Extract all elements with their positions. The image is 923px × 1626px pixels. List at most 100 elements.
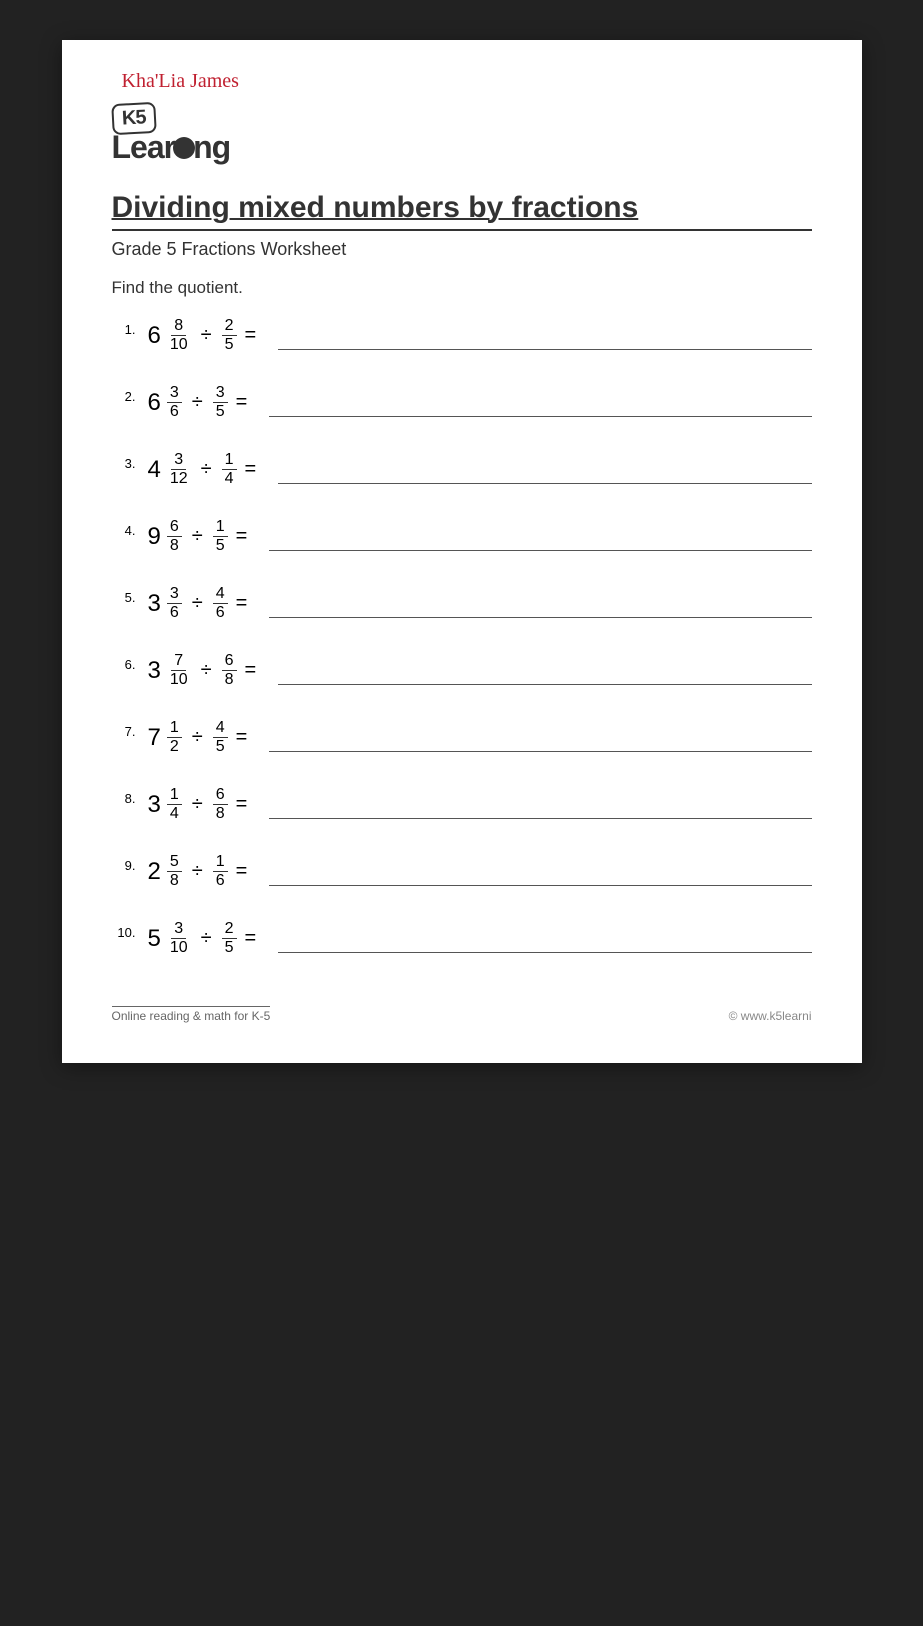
problem-number: 1. xyxy=(112,318,136,337)
answer-blank[interactable] xyxy=(278,322,811,350)
denominator: 4 xyxy=(167,805,182,822)
problem-expression: 6 8 10 ÷ 2 5 = xyxy=(148,318,263,353)
subtitle: Grade 5 Fractions Worksheet xyxy=(112,239,812,260)
instruction: Find the quotient. xyxy=(112,278,812,298)
answer-blank[interactable] xyxy=(278,925,811,953)
answer-blank[interactable] xyxy=(269,389,811,417)
denominator: 5 xyxy=(222,939,237,956)
mixed-whole: 3 xyxy=(148,590,161,618)
divide-operator: ÷ xyxy=(192,391,203,414)
numerator: 1 xyxy=(167,787,182,805)
equals-sign: = xyxy=(245,458,257,481)
student-name: Kha'Lia James xyxy=(122,70,812,93)
divide-operator: ÷ xyxy=(192,726,203,749)
problem-expression: 3 7 10 ÷ 6 8 = xyxy=(148,653,263,688)
mixed-fraction: 1 2 xyxy=(167,720,182,755)
problem-row: 6. 3 7 10 ÷ 6 8 = xyxy=(112,653,812,688)
equals-sign: = xyxy=(236,391,248,414)
problem-row: 7. 7 1 2 ÷ 4 5 = xyxy=(112,720,812,755)
mixed-whole: 7 xyxy=(148,724,161,752)
problem-row: 4. 9 6 8 ÷ 1 5 = xyxy=(112,519,812,554)
mixed-fraction: 7 10 xyxy=(167,653,191,688)
answer-blank[interactable] xyxy=(269,523,811,551)
problem-number: 9. xyxy=(112,854,136,873)
footer-left: Online reading & math for K-5 xyxy=(112,1006,271,1023)
problem-expression: 3 3 6 ÷ 4 6 = xyxy=(148,586,254,621)
problem-number: 8. xyxy=(112,787,136,806)
denominator: 8 xyxy=(213,805,228,822)
divisor-fraction: 3 5 xyxy=(213,385,228,420)
problem-row: 8. 3 1 4 ÷ 6 8 = xyxy=(112,787,812,822)
denominator: 5 xyxy=(213,537,228,554)
numerator: 3 xyxy=(167,586,182,604)
denominator: 4 xyxy=(222,470,237,487)
mixed-fraction: 3 6 xyxy=(167,586,182,621)
divisor-fraction: 6 8 xyxy=(222,653,237,688)
denominator: 6 xyxy=(213,872,228,889)
denominator: 5 xyxy=(213,403,228,420)
answer-blank[interactable] xyxy=(269,724,811,752)
numerator: 1 xyxy=(222,452,237,470)
problem-expression: 2 5 8 ÷ 1 6 = xyxy=(148,854,254,889)
numerator: 4 xyxy=(213,586,228,604)
numerator: 3 xyxy=(171,452,186,470)
divisor-fraction: 1 4 xyxy=(222,452,237,487)
mixed-fraction: 8 10 xyxy=(167,318,191,353)
numerator: 1 xyxy=(213,519,228,537)
problem-number: 10. xyxy=(112,921,136,940)
equals-sign: = xyxy=(236,592,248,615)
denominator: 12 xyxy=(167,470,191,487)
divide-operator: ÷ xyxy=(201,324,212,347)
denominator: 8 xyxy=(167,537,182,554)
problem-expression: 6 3 6 ÷ 3 5 = xyxy=(148,385,254,420)
problem-expression: 9 6 8 ÷ 1 5 = xyxy=(148,519,254,554)
numerator: 1 xyxy=(213,854,228,872)
problem-number: 6. xyxy=(112,653,136,672)
numerator: 1 xyxy=(167,720,182,738)
answer-blank[interactable] xyxy=(269,791,811,819)
mixed-whole: 9 xyxy=(148,523,161,551)
problem-number: 3. xyxy=(112,452,136,471)
mixed-whole: 4 xyxy=(148,456,161,484)
mixed-whole: 5 xyxy=(148,925,161,953)
footer: Online reading & math for K-5 © www.k5le… xyxy=(112,1006,812,1023)
mixed-fraction: 3 10 xyxy=(167,921,191,956)
denominator: 6 xyxy=(167,403,182,420)
title-container: Dividing mixed numbers by fractions xyxy=(112,191,812,231)
denominator: 10 xyxy=(167,671,191,688)
mixed-fraction: 1 4 xyxy=(167,787,182,822)
divide-operator: ÷ xyxy=(192,860,203,883)
problem-row: 1. 6 8 10 ÷ 2 5 = xyxy=(112,318,812,353)
answer-blank[interactable] xyxy=(269,590,811,618)
equals-sign: = xyxy=(245,927,257,950)
denominator: 5 xyxy=(213,738,228,755)
mixed-fraction: 3 12 xyxy=(167,452,191,487)
equals-sign: = xyxy=(236,860,248,883)
divisor-fraction: 6 8 xyxy=(213,787,228,822)
denominator: 8 xyxy=(167,872,182,889)
problem-row: 3. 4 3 12 ÷ 1 4 = xyxy=(112,452,812,487)
mixed-fraction: 6 8 xyxy=(167,519,182,554)
equals-sign: = xyxy=(236,793,248,816)
denominator: 8 xyxy=(222,671,237,688)
equals-sign: = xyxy=(236,525,248,548)
divisor-fraction: 1 6 xyxy=(213,854,228,889)
mixed-fraction: 5 8 xyxy=(167,854,182,889)
answer-blank[interactable] xyxy=(278,456,811,484)
divide-operator: ÷ xyxy=(192,592,203,615)
problem-row: 2. 6 3 6 ÷ 3 5 = xyxy=(112,385,812,420)
mixed-whole: 2 xyxy=(148,858,161,886)
answer-blank[interactable] xyxy=(269,858,811,886)
mixed-whole: 3 xyxy=(148,791,161,819)
mixed-whole: 3 xyxy=(148,657,161,685)
logo-suffix: ng xyxy=(193,129,230,165)
equals-sign: = xyxy=(245,324,257,347)
problem-expression: 5 3 10 ÷ 2 5 = xyxy=(148,921,263,956)
divisor-fraction: 2 5 xyxy=(222,921,237,956)
denominator: 2 xyxy=(167,738,182,755)
worksheet-page: Kha'Lia James K5 Learng Dividing mixed n… xyxy=(62,40,862,1063)
answer-blank[interactable] xyxy=(278,657,811,685)
divisor-fraction: 4 6 xyxy=(213,586,228,621)
numerator: 3 xyxy=(167,385,182,403)
numerator: 3 xyxy=(213,385,228,403)
